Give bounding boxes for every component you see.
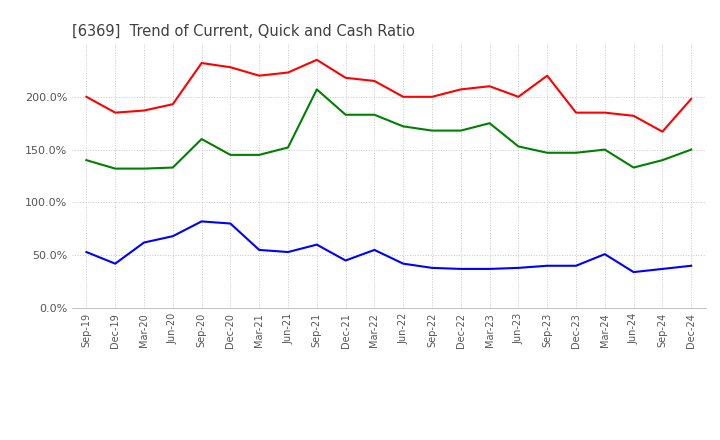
Current Ratio [312,57,321,62]
Cash Ratio [514,265,523,271]
Quick Ratio [543,150,552,155]
Quick Ratio [658,158,667,163]
Cash Ratio [284,249,292,255]
Current Ratio [140,108,148,113]
Cash Ratio [687,263,696,268]
Line: Current Ratio: Current Ratio [86,60,691,132]
Current Ratio [658,129,667,134]
Cash Ratio [341,258,350,263]
Current Ratio [111,110,120,115]
Cash Ratio [572,263,580,268]
Cash Ratio [543,263,552,268]
Current Ratio [572,110,580,115]
Quick Ratio [111,166,120,171]
Quick Ratio [140,166,148,171]
Quick Ratio [399,124,408,129]
Quick Ratio [284,145,292,150]
Quick Ratio [456,128,465,133]
Cash Ratio [428,265,436,271]
Cash Ratio [485,266,494,271]
Current Ratio [168,102,177,107]
Quick Ratio [341,112,350,117]
Current Ratio [82,94,91,99]
Quick Ratio [428,128,436,133]
Cash Ratio [399,261,408,266]
Current Ratio [687,96,696,102]
Line: Quick Ratio: Quick Ratio [86,89,691,169]
Cash Ratio [312,242,321,247]
Quick Ratio [600,147,609,152]
Text: [6369]  Trend of Current, Quick and Cash Ratio: [6369] Trend of Current, Quick and Cash … [72,24,415,39]
Quick Ratio [687,147,696,152]
Cash Ratio [140,240,148,245]
Line: Cash Ratio: Cash Ratio [86,221,691,272]
Quick Ratio [572,150,580,155]
Cash Ratio [255,247,264,253]
Current Ratio [600,110,609,115]
Quick Ratio [370,112,379,117]
Current Ratio [197,60,206,66]
Current Ratio [514,94,523,99]
Cash Ratio [111,261,120,266]
Cash Ratio [82,249,91,255]
Quick Ratio [629,165,638,170]
Quick Ratio [255,152,264,158]
Current Ratio [485,84,494,89]
Current Ratio [399,94,408,99]
Current Ratio [226,65,235,70]
Current Ratio [543,73,552,78]
Quick Ratio [312,87,321,92]
Cash Ratio [658,266,667,271]
Current Ratio [629,113,638,118]
Cash Ratio [168,234,177,239]
Cash Ratio [197,219,206,224]
Current Ratio [284,70,292,75]
Cash Ratio [226,221,235,226]
Cash Ratio [629,269,638,275]
Quick Ratio [514,144,523,149]
Current Ratio [341,75,350,81]
Current Ratio [370,78,379,84]
Cash Ratio [456,266,465,271]
Quick Ratio [82,158,91,163]
Current Ratio [456,87,465,92]
Quick Ratio [485,121,494,126]
Quick Ratio [226,152,235,158]
Cash Ratio [600,252,609,257]
Cash Ratio [370,247,379,253]
Current Ratio [428,94,436,99]
Quick Ratio [168,165,177,170]
Current Ratio [255,73,264,78]
Quick Ratio [197,136,206,142]
